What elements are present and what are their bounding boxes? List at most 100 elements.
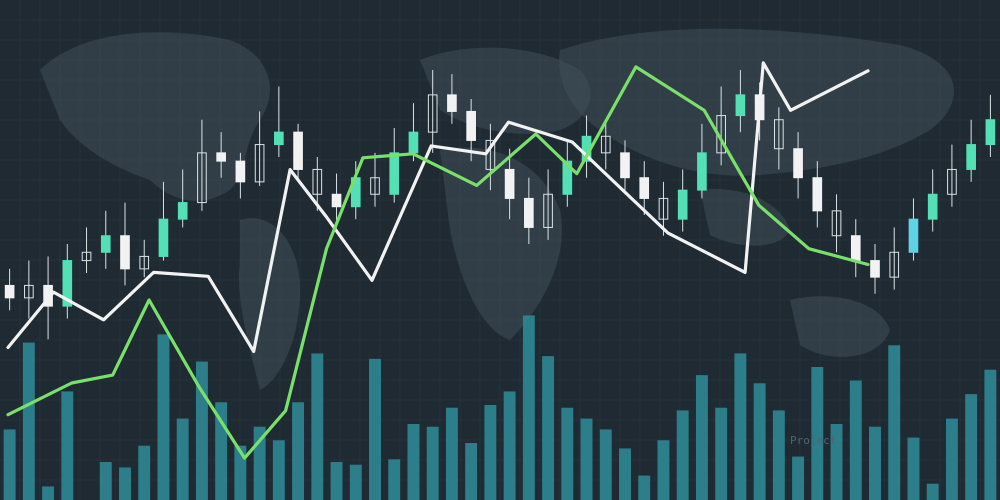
candle-body	[4, 284, 15, 299]
candle-body	[158, 218, 169, 257]
volume-bar	[753, 383, 766, 500]
candle-body	[427, 94, 438, 133]
volume-bar	[561, 407, 574, 500]
candle-body	[639, 177, 650, 199]
volume-bar	[580, 418, 593, 500]
volume-bar	[349, 464, 362, 500]
candle-body	[120, 235, 130, 270]
volume-bar	[157, 334, 170, 500]
candle-body	[966, 144, 976, 170]
candle-body	[947, 168, 957, 195]
volume-bar	[715, 407, 728, 500]
volume-bar	[503, 391, 516, 500]
candle-body	[447, 94, 457, 112]
volume-bar	[522, 315, 535, 500]
map-landmass	[700, 189, 790, 246]
volume-bar	[599, 429, 612, 500]
volume-bar	[330, 462, 343, 500]
candle-body	[100, 235, 111, 253]
volume-bar	[445, 407, 458, 500]
volume-bar	[253, 426, 266, 500]
volume-bar	[830, 424, 843, 500]
candle-body	[658, 197, 669, 220]
volume-bar	[695, 375, 708, 500]
map-landmass	[40, 32, 270, 201]
volume-bar	[407, 424, 420, 500]
candle-body	[389, 152, 400, 195]
volume-bar	[772, 410, 785, 500]
volume-bar	[465, 443, 478, 500]
candle-body	[274, 131, 284, 146]
volume-bar	[907, 437, 920, 500]
candle-body	[197, 152, 207, 204]
volume-bar	[945, 418, 958, 500]
volume-bar	[984, 369, 997, 500]
volume-bar	[849, 380, 862, 500]
volume-bar	[369, 358, 381, 500]
candle-body	[81, 251, 92, 262]
volume-bar	[3, 429, 16, 500]
candle-body	[524, 197, 534, 228]
volume-bar	[195, 361, 208, 500]
green-trend-line	[6, 65, 870, 460]
volume-bar	[292, 402, 305, 500]
candle-body	[774, 119, 784, 150]
candle-body	[235, 160, 246, 183]
candle-body	[620, 152, 630, 179]
watermark-text: Project	[790, 434, 836, 447]
volume-bar	[888, 345, 901, 500]
volume-bar	[926, 483, 939, 500]
white-trend-line	[6, 61, 870, 353]
candle-body	[600, 135, 611, 154]
volume-bar	[176, 418, 189, 500]
map-landmass	[239, 218, 300, 390]
trend-lines	[6, 61, 870, 460]
volume-bar	[426, 426, 439, 500]
candle-body	[139, 255, 150, 270]
volume-bar	[657, 440, 670, 500]
candle-body	[927, 193, 938, 220]
volume-bar	[22, 342, 35, 500]
world-map-backdrop	[40, 28, 954, 390]
volume-bar	[619, 448, 631, 500]
volume-bar	[638, 475, 651, 500]
volume-bar	[542, 356, 555, 500]
candle-body	[408, 131, 419, 154]
volume-bar	[311, 353, 324, 500]
candle-body	[177, 202, 188, 220]
volume-bar	[676, 410, 689, 500]
candle-body	[793, 148, 803, 179]
candle-body	[370, 177, 380, 195]
volume-bar	[42, 486, 55, 500]
candle-body	[831, 210, 842, 237]
volume-bar	[965, 394, 978, 500]
candle-body	[293, 131, 303, 170]
candle-body	[312, 168, 323, 195]
candle-body	[504, 168, 515, 199]
volume-bar	[484, 405, 497, 500]
candle-body	[62, 260, 73, 307]
map-landmass	[420, 47, 591, 134]
candle-body	[985, 119, 996, 146]
candle-body	[466, 110, 476, 141]
volume-bar	[215, 402, 228, 500]
volume-bar	[61, 391, 74, 500]
candle-body	[889, 251, 900, 278]
candle-body	[677, 189, 688, 220]
volume-bar	[119, 467, 131, 500]
candle-body	[850, 235, 861, 262]
volume-bar	[811, 367, 824, 500]
volume-bar	[734, 353, 747, 500]
volume-bar	[792, 456, 805, 500]
volume-bar	[234, 445, 247, 500]
candle-body	[735, 94, 746, 117]
candle-body	[562, 160, 573, 195]
candle-body	[908, 218, 919, 253]
volume-bars	[3, 315, 997, 500]
volume-bar	[388, 459, 401, 500]
map-landmass	[790, 296, 890, 357]
candle-body	[254, 144, 265, 183]
candle-body	[812, 177, 823, 212]
